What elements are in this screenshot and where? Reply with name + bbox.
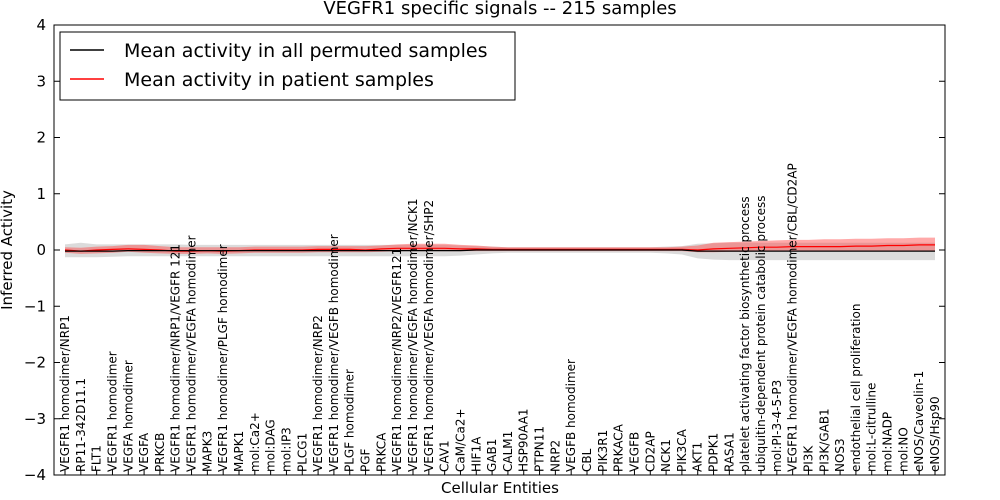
category-label: VEGFR1 homodimer/PLGF homodimer [216,244,230,472]
category-labels: VEGFR1 homodimer/NRP1 RP11-342D11.1 FLT1 VE… [58,163,942,475]
legend-label-permuted: Mean activity in all permuted samples [124,40,487,62]
category-label: VEGFA homodimer [121,360,135,472]
legend-label-patient: Mean activity in patient samples [124,69,434,91]
category-label: RP11-342D11.1 [74,378,88,472]
category-label: VEGFR1 homodimer/NRP1 [58,315,72,472]
category-label: mol:NO [896,427,910,472]
category-label: VEGFR1 homodimer/VEGFA homodimer [185,235,199,472]
category-label: ubiquitin-dependent protein catabolic pr… [754,196,768,472]
series-lines [64,244,935,252]
category-label: PDPK1 [707,433,721,472]
y-tick-label: 0 [36,241,46,259]
category-label: mol:PI-3-4-5-P3 [770,380,784,472]
category-label: CD2AP [643,431,657,472]
category-label: VEGFR1 homodimer [106,351,120,472]
category-label: VEGFB [628,432,642,472]
x-axis-label: Cellular Entities [441,479,559,497]
category-label: MAPK3 [200,431,214,472]
category-label: PI3K/GAB1 [817,408,831,472]
y-tick-label: 1 [36,185,46,203]
y-tick-label: 3 [36,72,46,90]
y-tick-label: 4 [36,16,46,34]
category-label: PRKACA [612,423,626,472]
category-label: VEGFR1 homodimer/VEGFA homodimer/CBL/CD2… [786,163,800,472]
category-label: MAPK1 [232,431,246,472]
category-label: PTPN11 [533,426,547,472]
band-series-0 [65,242,935,261]
y-tick-label: −2 [24,354,46,372]
legend-box [59,31,516,101]
category-label: VEGFR1 homodimer/VEGFA homodimer/SHP2 [422,200,436,472]
category-label: PGF [359,448,373,472]
plot-frame [53,24,946,476]
category-label: HIF1A [469,436,483,472]
line-series-0 [65,249,935,252]
category-label: mol:IP3 [280,427,294,472]
y-tick-label: −3 [24,410,46,428]
category-label: FLT1 [90,445,104,472]
category-label: eNOS/Hsp90 [928,396,942,472]
category-label: mol:NADP [881,412,895,472]
category-label: PLGF homodimer [343,369,357,472]
category-label: VEGFB homodimer [564,359,578,472]
category-label: platelet activating factor biosynthetic … [738,196,752,472]
category-label: VEGFR1 homodimer/NRP2/VEGFR121 [390,248,404,472]
category-label: VEGFA [137,432,151,472]
category-label: CALM1 [501,431,515,472]
y-axis-ticks: −4 −3 −2 −1 0 1 2 3 4 [24,16,945,484]
category-label: CaM/Ca2+ [454,408,468,472]
category-label: PLCG1 [295,433,309,472]
y-tick-label: 2 [36,129,46,147]
category-label: mol:Ca2+ [248,412,262,472]
category-label: mol:DAG [264,419,278,472]
y-tick-label: −1 [24,297,46,315]
category-label: HSP90AA1 [517,408,531,472]
category-label: PRKCA [374,432,388,472]
category-label: VEGFR1 homodimer/VEGFA homodimer/NCK1 [406,198,420,472]
category-label: VEGFR1 homodimer/VEGFB homodimer [327,234,341,472]
category-label: NCK1 [659,439,673,472]
category-label: CBL [580,448,594,472]
category-label: VEGFR1 homodimer/NRP2 [311,315,325,472]
category-label: CAV1 [438,440,452,472]
y-tick-label: −4 [24,466,46,484]
category-label: endothelial cell proliferation [849,304,863,472]
y-axis-label: Inferred Activity [0,190,16,310]
category-label: PIK3CA [675,428,689,472]
chart-title: VEGFR1 specific signals -- 215 samples [323,0,676,19]
category-label: AKT1 [691,442,705,472]
category-label: PI3K [802,445,816,472]
category-label: eNOS/Caveolin-1 [912,371,926,472]
category-label: VEGFR1 homodimer/NRP1/VEGFR 121 [169,244,183,472]
category-label: PRKCB [153,433,167,472]
category-label: PIK3R1 [596,430,610,472]
legend: Mean activity in all permuted samples Me… [59,31,516,101]
category-label: NOS3 [833,438,847,472]
category-label: GAB1 [485,439,499,472]
category-label: RASA1 [722,432,736,472]
category-label: NRP2 [548,440,562,472]
category-label: mol:L-citrulline [865,383,879,472]
